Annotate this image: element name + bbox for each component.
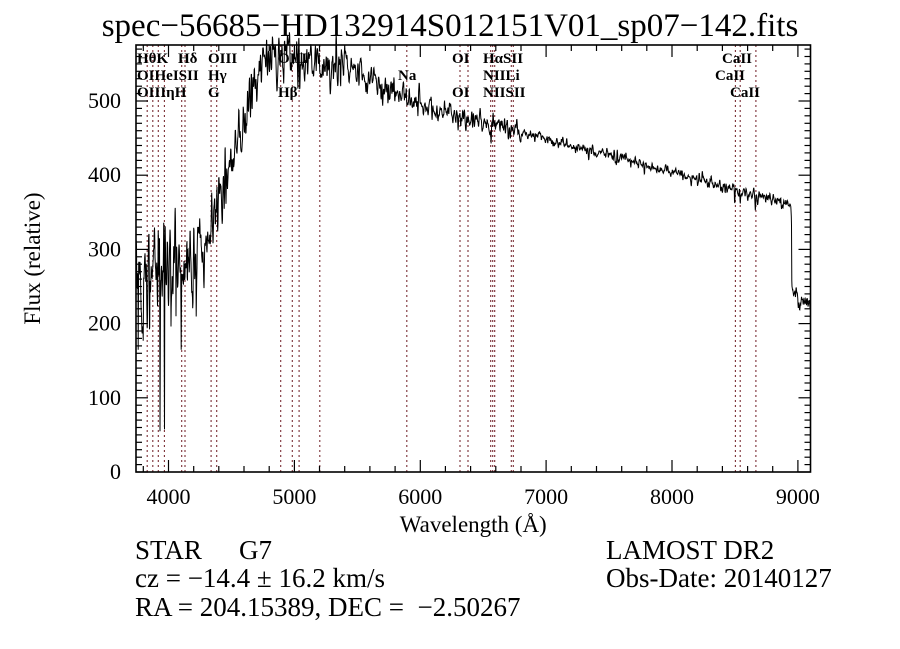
svg-text:Wavelength (Å): Wavelength (Å) [400, 512, 547, 537]
svg-text:5000: 5000 [272, 484, 316, 509]
svg-text:Hδ: Hδ [178, 51, 198, 67]
svg-text:OIII: OIII [208, 51, 237, 67]
svg-text:NIILi: NIILi [483, 68, 520, 84]
svg-text:HθK: HθK [137, 51, 168, 67]
svg-text:OI: OI [452, 85, 470, 101]
svg-text:500: 500 [88, 88, 121, 113]
svg-text:Flux (relative): Flux (relative) [20, 192, 45, 324]
svg-text:CaII: CaII [715, 68, 745, 84]
svg-text:OIII: OIII [278, 51, 307, 67]
svg-text:OI: OI [452, 51, 470, 67]
svg-text:6000: 6000 [398, 484, 442, 509]
svg-text:200: 200 [88, 311, 121, 336]
svg-text:400: 400 [88, 162, 121, 187]
svg-text:300: 300 [88, 236, 121, 261]
svg-text:8000: 8000 [650, 484, 694, 509]
svg-text:HαSII: HαSII [483, 51, 523, 67]
svg-text:Na: Na [398, 68, 417, 84]
svg-text:Hγ: Hγ [208, 68, 227, 84]
svg-text:4000: 4000 [147, 484, 191, 509]
svg-text:G: G [208, 85, 220, 101]
svg-text:100: 100 [88, 385, 121, 410]
svg-text:OIHeISII: OIHeISII [137, 68, 199, 84]
svg-text:0: 0 [110, 459, 121, 484]
svg-text:CaII: CaII [730, 85, 760, 101]
svg-text:9000: 9000 [776, 484, 820, 509]
svg-text:NIISII: NIISII [483, 85, 526, 101]
svg-text:OIIIηH: OIIIηH [137, 85, 187, 101]
svg-text:CaII: CaII [722, 51, 752, 67]
svg-text:7000: 7000 [524, 484, 568, 509]
svg-text:Hβ: Hβ [278, 85, 298, 101]
